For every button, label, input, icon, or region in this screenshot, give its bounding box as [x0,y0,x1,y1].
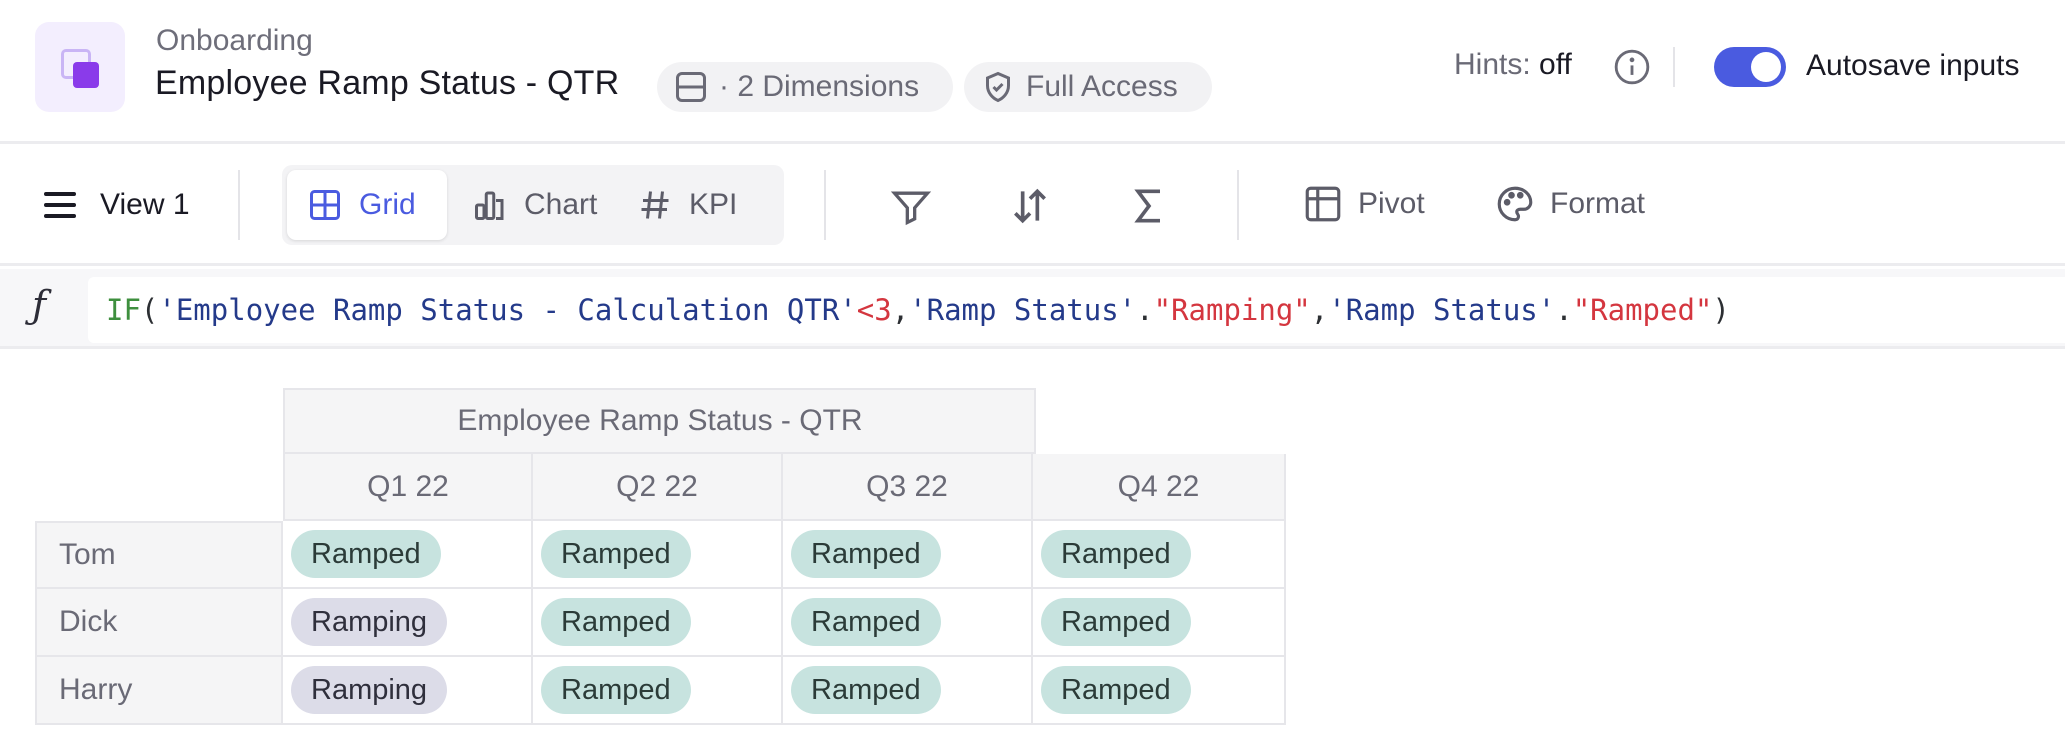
view-mode-switcher: Grid Chart KPI [282,165,784,245]
info-icon[interactable] [1613,48,1651,86]
grid-cell[interactable]: Ramped [783,589,1033,657]
pivot-label: Pivot [1358,187,1425,220]
column-header[interactable]: Q4 22 [1033,454,1286,521]
grid-cell[interactable]: Ramped [1033,521,1286,589]
grid-cell[interactable]: Ramping [283,589,533,657]
dimensions-chip-label: · 2 Dimensions [719,70,920,103]
autosave-label: Autosave inputs [1806,49,2020,82]
grid-cell[interactable]: Ramped [533,589,783,657]
status-badge: Ramped [291,530,441,578]
hints-toggle[interactable]: Hints: off [1454,48,1572,82]
view-toolbar: View 1 Grid Chart KPI Pivot Format [0,144,2065,266]
column-header[interactable]: Q3 22 [783,454,1033,521]
column-header[interactable]: Q2 22 [533,454,783,521]
status-badge: Ramped [1041,530,1191,578]
status-badge: Ramped [541,666,691,714]
dimensions-chip[interactable]: · 2 Dimensions [657,62,953,112]
status-badge: Ramped [1041,666,1191,714]
grid-cell[interactable]: Ramped [783,657,1033,725]
hints-value: off [1539,48,1572,81]
grid-cell[interactable]: Ramped [1033,657,1286,725]
row-header[interactable]: Harry [35,657,283,725]
pivot-button[interactable]: Pivot [1302,183,1425,225]
status-badge: Ramped [791,666,941,714]
grid-cell[interactable]: Ramped [783,521,1033,589]
view-selector[interactable]: View 1 [100,188,190,221]
tab-kpi[interactable]: KPI [617,170,777,240]
status-badge: Ramped [791,598,941,646]
access-chip-label: Full Access [1026,70,1178,103]
row-header[interactable]: Tom [35,521,283,589]
tab-grid[interactable]: Grid [287,170,447,240]
hints-label: Hints: [1454,48,1531,81]
grid-cell[interactable]: Ramped [533,657,783,725]
access-chip[interactable]: Full Access [964,62,1212,112]
column-header[interactable]: Q1 22 [283,454,533,521]
bar-chart-icon [475,191,504,220]
format-button[interactable]: Format [1494,183,1645,225]
formula-input[interactable]: IF('Employee Ramp Status - Calculation Q… [88,277,2065,343]
hamburger-menu-icon[interactable] [44,192,76,218]
header-divider [1673,47,1675,87]
row-header[interactable]: Dick [35,589,283,657]
autosave-toggle[interactable] [1714,47,1786,87]
grid-cell[interactable]: Ramped [1033,589,1286,657]
hash-icon [641,191,669,219]
page-title[interactable]: Employee Ramp Status - QTR [155,64,620,102]
toolbar-divider [824,170,826,240]
tab-chart[interactable]: Chart [452,170,612,240]
status-badge: Ramped [541,530,691,578]
status-badge: Ramping [291,598,448,646]
format-label: Format [1550,187,1646,220]
pivot-icon [1305,186,1341,222]
toolbar-divider [238,170,240,240]
formula-bar: ƒ IF('Employee Ramp Status - Calculation… [0,269,2065,349]
tab-grid-label: Grid [359,188,416,221]
palette-icon [1497,186,1533,222]
function-icon: ƒ [32,283,47,327]
grid-cell[interactable]: Ramped [283,521,533,589]
breadcrumb[interactable]: Onboarding [156,24,313,57]
table-icon [676,72,706,102]
grid-icon [310,190,340,220]
grid-title: Employee Ramp Status - QTR [283,388,1035,454]
sum-icon[interactable] [1127,184,1171,228]
grid-cell[interactable]: Ramped [533,521,783,589]
tab-chart-label: Chart [524,188,598,221]
app-logo-icon[interactable] [35,22,125,112]
status-badge: Ramped [791,530,941,578]
toolbar-divider [1237,170,1239,240]
filter-icon[interactable] [889,184,933,228]
sort-icon[interactable] [1008,184,1052,228]
status-badge: Ramping [291,666,448,714]
shield-check-icon [986,71,1010,103]
status-badge: Ramped [1041,598,1191,646]
grid-cell[interactable]: Ramping [283,657,533,725]
status-badge: Ramped [541,598,691,646]
tab-kpi-label: KPI [689,188,738,221]
app-header: Onboarding Employee Ramp Status - QTR · … [0,0,2065,144]
